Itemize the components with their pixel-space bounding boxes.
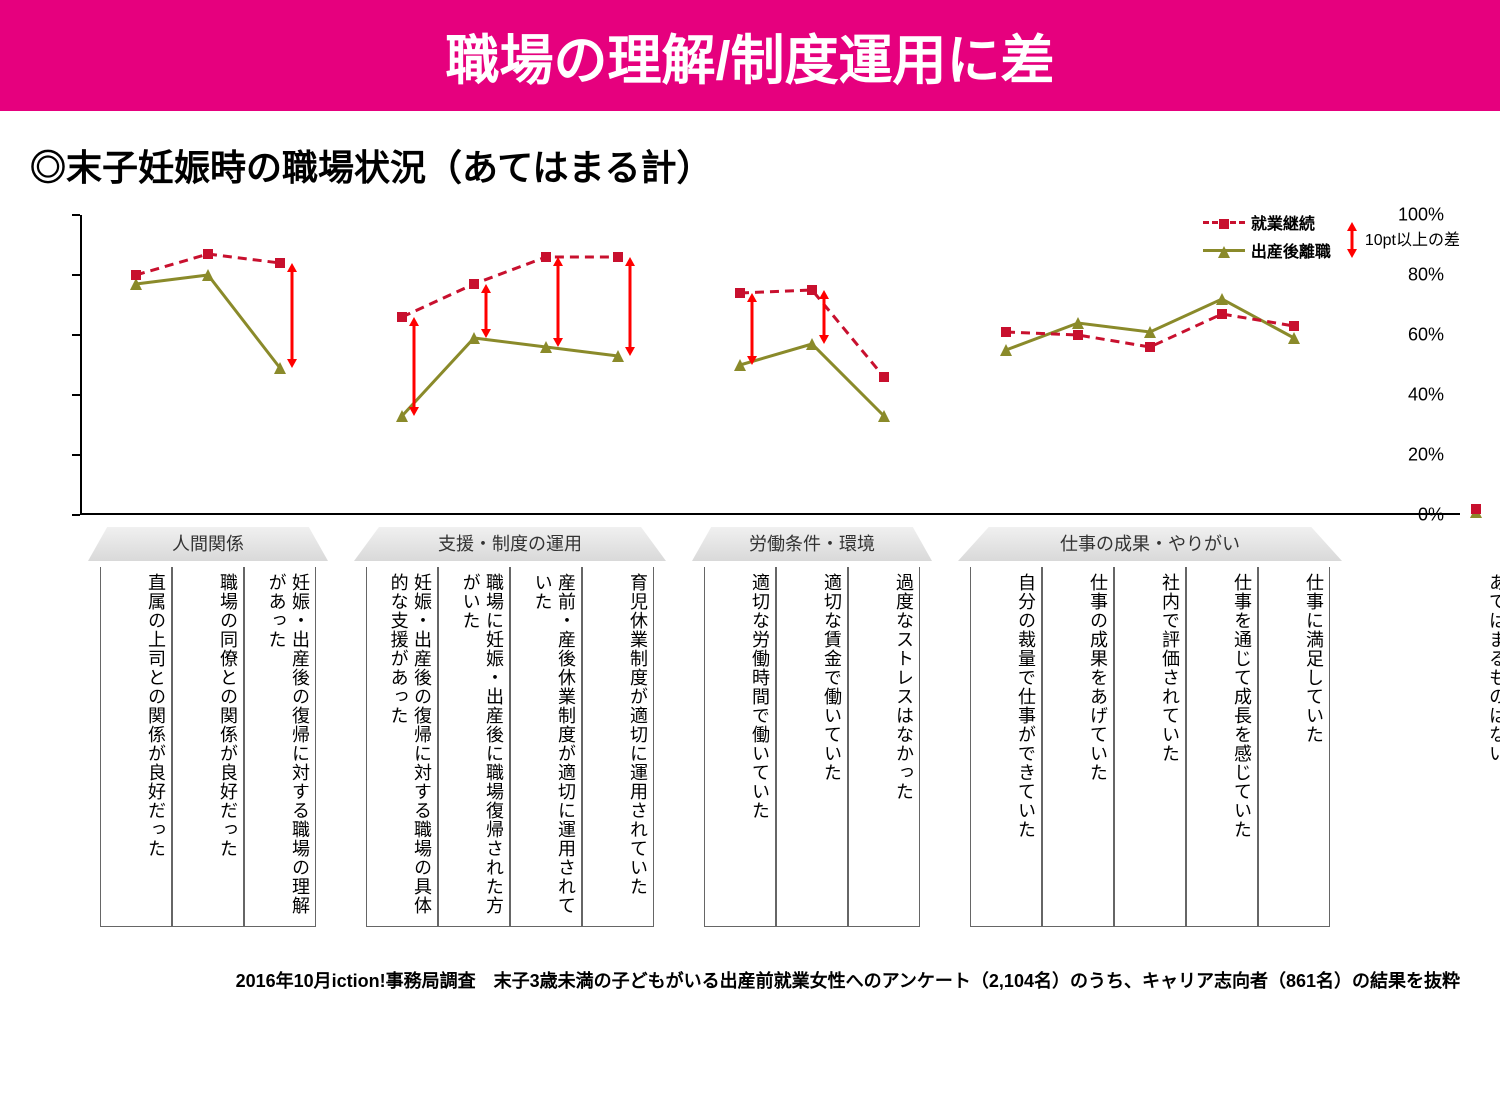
y-tick-mark: [72, 334, 80, 336]
x-category-label: 妊娠・出産後の復帰に対する職場の具体的な支援があった: [366, 567, 438, 927]
footer-text: 2016年10月iction!事務局調査 末子3歳未満の子どもがいる出産前就業女…: [236, 971, 1460, 991]
y-tick-mark: [72, 454, 80, 456]
subtitle-text: ◎末子妊娠時の職場状況（あてはまる計）: [30, 147, 713, 188]
y-tick-mark: [72, 214, 80, 216]
chart-plot: 0%20%40%60%80%100%: [80, 215, 1460, 515]
x-category-label: 育児休業制度が適切に運用されていた: [582, 567, 654, 927]
x-category-label: 直属の上司との関係が良好だった: [100, 567, 172, 927]
header-title: 職場の理解/制度運用に差: [445, 31, 1054, 91]
x-category-label: 仕事に満足していた: [1258, 567, 1330, 927]
y-tick-mark: [72, 274, 80, 276]
chart-svg: [80, 215, 1460, 515]
group-tab: 支援・制度の運用: [354, 527, 666, 561]
group-tabs-row: 人間関係支援・制度の運用労働条件・環境仕事の成果・やりがい: [80, 527, 1460, 567]
x-labels-row: 直属の上司との関係が良好だった職場の同僚との関係が良好だった妊娠・出産後の復帰に…: [80, 567, 1460, 947]
x-category-label: 仕事を通じて成長を感じていた: [1186, 567, 1258, 927]
y-tick-label: 40%: [1408, 385, 1444, 406]
x-category-label: あてはまるものはない: [1440, 567, 1500, 769]
y-tick-mark: [72, 394, 80, 396]
y-tick-label: 0%: [1418, 505, 1444, 526]
y-tick-label: 100%: [1398, 205, 1444, 226]
group-tab: 人間関係: [88, 527, 328, 561]
x-category-label: 妊娠・出産後の復帰に対する職場の理解があった: [244, 567, 316, 927]
x-category-label: 社内で評価されていた: [1114, 567, 1186, 927]
group-tab: 仕事の成果・やりがい: [958, 527, 1342, 561]
header-banner: 職場の理解/制度運用に差: [0, 0, 1500, 111]
y-tick-label: 20%: [1408, 445, 1444, 466]
y-tick-label: 80%: [1408, 265, 1444, 286]
x-category-label: 仕事の成果をあげていた: [1042, 567, 1114, 927]
x-category-label: 職場の同僚との関係が良好だった: [172, 567, 244, 927]
y-tick-label: 60%: [1408, 325, 1444, 346]
x-category-label: 自分の裁量で仕事ができていた: [970, 567, 1042, 927]
x-category-label: 適切な労働時間で働いていた: [704, 567, 776, 927]
footer-source: 2016年10月iction!事務局調査 末子3歳未満の子どもがいる出産前就業女…: [0, 967, 1460, 993]
x-category-label: 適切な賃金で働いていた: [776, 567, 848, 927]
x-category-label: 産前・産後休業制度が適切に運用されていた: [510, 567, 582, 927]
x-category-label: 過度なストレスはなかった: [848, 567, 920, 927]
subtitle: ◎末子妊娠時の職場状況（あてはまる計）: [30, 139, 1500, 191]
group-tab: 労働条件・環境: [692, 527, 932, 561]
x-category-label: 職場に妊娠・出産後に職場復帰された方がいた: [438, 567, 510, 927]
y-tick-mark: [72, 514, 80, 516]
